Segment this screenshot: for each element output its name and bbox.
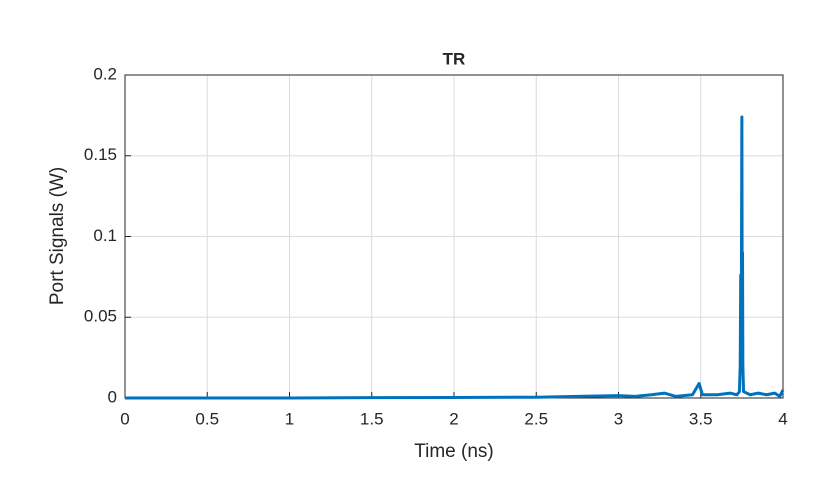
x-tick-label: 2 [449, 409, 458, 428]
x-tick-label: 0.5 [195, 409, 219, 428]
x-tick-label: 0 [120, 409, 129, 428]
y-tick-label: 0.15 [84, 145, 117, 164]
y-tick-label: 0 [108, 387, 117, 406]
data-line [125, 115, 785, 400]
y-tick-label: 0.1 [93, 226, 117, 245]
x-tick-label: 1 [285, 409, 294, 428]
x-tick-label: 4 [778, 409, 787, 428]
y-axis-label: Port Signals (W) [47, 167, 68, 305]
x-tick-label: 1.5 [360, 409, 384, 428]
x-tick-label: 2.5 [524, 409, 548, 428]
x-tick-label: 3.5 [689, 409, 713, 428]
x-tick-label: 3 [614, 409, 623, 428]
y-tick-label: 0.05 [84, 307, 117, 326]
chart-title: TR [443, 49, 466, 68]
y-tick-label: 0.2 [93, 64, 117, 83]
x-axis-label: Time (ns) [414, 441, 494, 462]
